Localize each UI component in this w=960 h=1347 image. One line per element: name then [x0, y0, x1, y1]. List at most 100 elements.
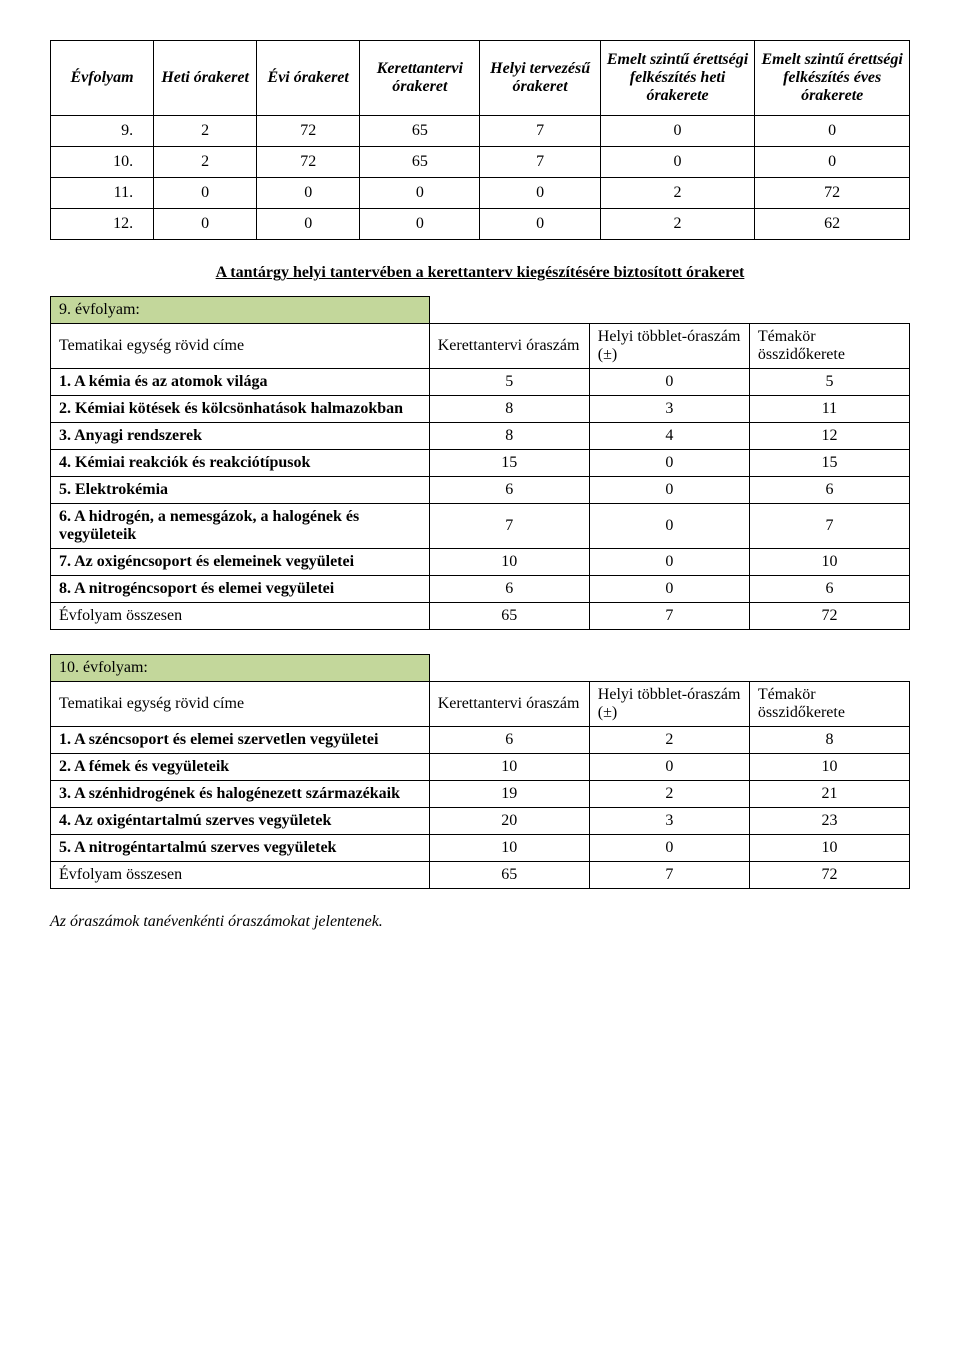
table-cell: 0	[360, 178, 480, 209]
table-row: 7. Az oxigéncsoport és elemeinek vegyüle…	[51, 549, 910, 576]
table-cell: 7	[480, 147, 600, 178]
table-cell: 2	[589, 727, 749, 754]
table-row: 1. A kémia és az atomok világa505	[51, 369, 910, 396]
table-cell: 0	[257, 178, 360, 209]
table-cell: 12.	[51, 209, 154, 240]
table-cell: 0	[589, 504, 749, 549]
table-cell: 6	[749, 576, 909, 603]
t3-total-b: 7	[589, 862, 749, 889]
table-cell: 2	[154, 147, 257, 178]
topic-label: 5. A nitrogéntartalmú szerves vegyületek	[51, 835, 430, 862]
table-cell: 15	[749, 450, 909, 477]
table-cell: 0	[589, 450, 749, 477]
table-cell: 65	[360, 116, 480, 147]
t2-h2: Helyi többlet-óraszám (±)	[589, 324, 749, 369]
t1-h6: Emelt szintű érettségi felkészítés éves …	[755, 41, 910, 116]
topic-label: 4. Az oxigéntartalmú szerves vegyületek	[51, 808, 430, 835]
table-row: 1. A széncsoport és elemei szervetlen ve…	[51, 727, 910, 754]
table-row: 6. A hidrogén, a nemesgázok, a halogének…	[51, 504, 910, 549]
t2-total-a: 65	[429, 603, 589, 630]
grade9-table: 9. évfolyam: Tematikai egység rövid címe…	[50, 296, 910, 630]
topic-label: 2. Kémiai kötések és kölcsönhatások halm…	[51, 396, 430, 423]
table-cell: 0	[257, 209, 360, 240]
table-row: 3. A szénhidrogének és halogénezett szár…	[51, 781, 910, 808]
table-row: 10.27265700	[51, 147, 910, 178]
table-cell: 4	[589, 423, 749, 450]
table-cell: 23	[749, 808, 909, 835]
t3-header-row: Tematikai egység rövid címe Kerettanterv…	[51, 682, 910, 727]
topic-label: 4. Kémiai reakciók és reakciótípusok	[51, 450, 430, 477]
table-cell: 5	[429, 369, 589, 396]
t3-total-c: 72	[749, 862, 909, 889]
t2-total-c: 72	[749, 603, 909, 630]
table-cell: 3	[589, 396, 749, 423]
table-cell: 8	[429, 396, 589, 423]
table-cell: 2	[154, 116, 257, 147]
table-cell: 8	[749, 727, 909, 754]
table-cell: 65	[360, 147, 480, 178]
t2-title-cell: 9. évfolyam:	[51, 297, 430, 324]
table-row: 12.0000262	[51, 209, 910, 240]
t2-total-b: 7	[589, 603, 749, 630]
table-cell: 0	[755, 147, 910, 178]
table-cell: 62	[755, 209, 910, 240]
table-cell: 0	[600, 116, 755, 147]
table-cell: 0	[589, 835, 749, 862]
table-cell: 0	[154, 178, 257, 209]
table-cell: 0	[589, 549, 749, 576]
table-cell: 0	[600, 147, 755, 178]
table-cell: 0	[360, 209, 480, 240]
table-cell: 7	[480, 116, 600, 147]
table-cell: 12	[749, 423, 909, 450]
t1-h5: Emelt szintű érettségi felkészítés heti …	[600, 41, 755, 116]
t1-h2: Évi órakeret	[257, 41, 360, 116]
table-cell: 10.	[51, 147, 154, 178]
t3-total-label: Évfolyam összesen	[51, 862, 430, 889]
table-row: 8. A nitrogéncsoport és elemei vegyülete…	[51, 576, 910, 603]
t1-h3: Kerettantervi órakeret	[360, 41, 480, 116]
table-row: 9.27265700	[51, 116, 910, 147]
table-cell: 0	[480, 178, 600, 209]
topic-label: 8. A nitrogéncsoport és elemei vegyülete…	[51, 576, 430, 603]
t3-title-spacer	[429, 655, 909, 682]
table-cell: 6	[429, 477, 589, 504]
table-row: 3. Anyagi rendszerek8412	[51, 423, 910, 450]
footnote: Az óraszámok tanévenkénti óraszámokat je…	[50, 913, 910, 931]
table-cell: 72	[755, 178, 910, 209]
table-cell: 0	[755, 116, 910, 147]
table-cell: 6	[749, 477, 909, 504]
table-cell: 2	[589, 781, 749, 808]
table-cell: 20	[429, 808, 589, 835]
table-cell: 6	[429, 727, 589, 754]
table-cell: 0	[589, 369, 749, 396]
table-row: 2. Kémiai kötések és kölcsönhatások halm…	[51, 396, 910, 423]
table-cell: 0	[589, 576, 749, 603]
topic-label: 3. A szénhidrogének és halogénezett szár…	[51, 781, 430, 808]
grade10-table: 10. évfolyam: Tematikai egység rövid cím…	[50, 654, 910, 889]
topic-label: 6. A hidrogén, a nemesgázok, a halogének…	[51, 504, 430, 549]
table-cell: 10	[749, 754, 909, 781]
t1-h4: Helyi tervezésű órakeret	[480, 41, 600, 116]
topic-label: 2. A fémek és vegyületeik	[51, 754, 430, 781]
table-cell: 10	[429, 549, 589, 576]
t3-title-cell: 10. évfolyam:	[51, 655, 430, 682]
table-cell: 10	[749, 835, 909, 862]
table-cell: 2	[600, 178, 755, 209]
table-row: 5. A nitrogéntartalmú szerves vegyületek…	[51, 835, 910, 862]
table-cell: 11	[749, 396, 909, 423]
table-cell: 6	[429, 576, 589, 603]
table-cell: 19	[429, 781, 589, 808]
t3-h2: Helyi többlet-óraszám (±)	[589, 682, 749, 727]
t2-h3: Témakör összidőkerete	[749, 324, 909, 369]
table-cell: 9.	[51, 116, 154, 147]
table-cell: 5	[749, 369, 909, 396]
t1-h0: Évfolyam	[51, 41, 154, 116]
t2-title-spacer	[429, 297, 909, 324]
table-row: 2. A fémek és vegyületeik10010	[51, 754, 910, 781]
table-cell: 10	[429, 835, 589, 862]
t1-h1: Heti órakeret	[154, 41, 257, 116]
t3-h0: Tematikai egység rövid címe	[51, 682, 430, 727]
table-cell: 15	[429, 450, 589, 477]
t2-title-row: 9. évfolyam:	[51, 297, 910, 324]
table-cell: 0	[589, 754, 749, 781]
